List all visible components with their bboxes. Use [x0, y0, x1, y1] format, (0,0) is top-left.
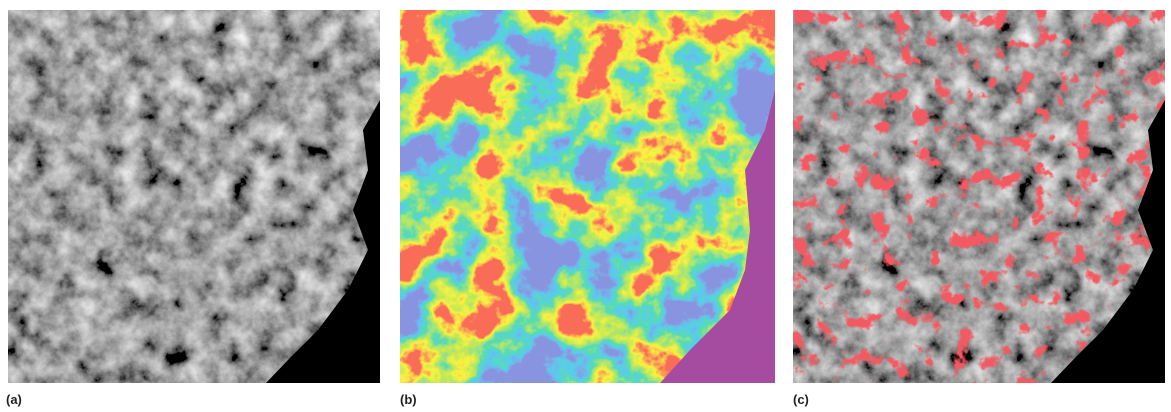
panel-b	[400, 10, 775, 383]
page: (a) (b) (c) (() => { const data = JSON.p…	[0, 0, 1171, 412]
panel-c	[793, 10, 1165, 383]
panel-a	[8, 10, 380, 383]
panel-label: (b)	[400, 392, 417, 407]
figure: (a) (b) (c)	[0, 0, 1171, 412]
panel-label: (c)	[793, 392, 809, 407]
panel-label: (a)	[6, 392, 22, 407]
